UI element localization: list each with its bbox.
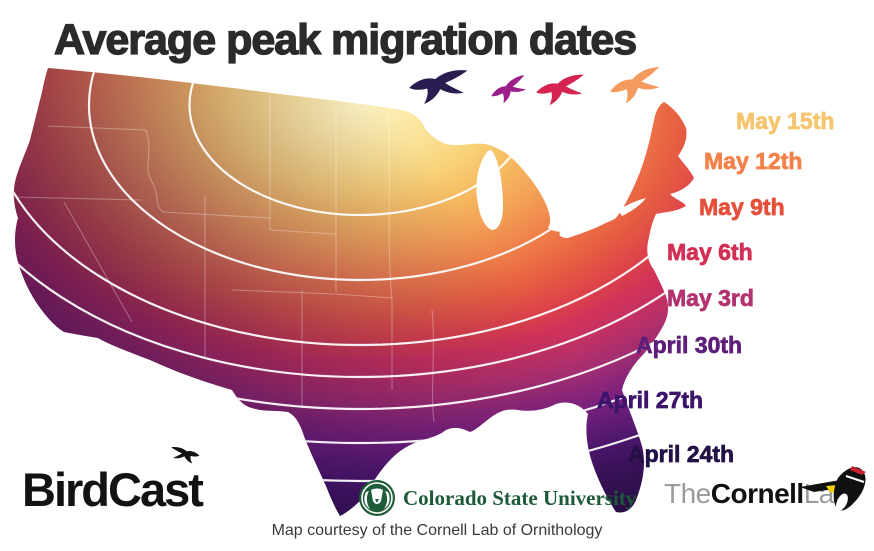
migration-date-label: April 30th xyxy=(636,332,743,359)
bird-icon xyxy=(535,74,586,107)
bird-icon xyxy=(488,74,531,107)
contour-line xyxy=(13,68,695,411)
great-lakes xyxy=(476,150,646,238)
csu-ram-icon xyxy=(359,480,395,516)
contour-line xyxy=(13,68,695,483)
migration-date-label: May 9th xyxy=(699,194,785,221)
cornell-lab-logo: TheCornellLab xyxy=(664,466,866,511)
bird-icon xyxy=(409,70,468,104)
birdcast-logo: BirdCast xyxy=(22,444,252,524)
bird-icon xyxy=(607,66,665,106)
migration-date-label: May 15th xyxy=(736,108,835,135)
cornell-the: The xyxy=(664,478,711,509)
bird-silhouettes xyxy=(409,66,665,107)
csu-wordmark: Colorado State University xyxy=(403,485,637,510)
lake-ontario-icon xyxy=(618,198,646,216)
page-title: Average peak migration dates xyxy=(53,15,638,64)
lake-michigan-icon xyxy=(476,150,503,230)
sapsucker-bird-icon xyxy=(800,466,866,511)
migration-date-label: April 24th xyxy=(628,441,735,468)
migration-date-label: May 12th xyxy=(704,148,803,175)
contour-line xyxy=(13,68,695,347)
migration-date-label: May 3rd xyxy=(667,285,755,312)
map-caption: Map courtesy of the Cornell Lab of Ornit… xyxy=(271,522,603,539)
us-migration-map xyxy=(13,68,695,516)
csu-logo: Colorado State University xyxy=(358,478,636,518)
contour-line xyxy=(13,68,695,445)
migration-date-label: April 27th xyxy=(597,387,704,414)
birdcast-wordmark: BirdCast xyxy=(22,463,204,516)
migration-date-label: May 6th xyxy=(667,239,753,266)
lake-erie-icon xyxy=(559,216,615,238)
contour-line xyxy=(13,68,695,379)
cornell-name: Cornell xyxy=(710,478,804,509)
state-borders xyxy=(14,96,435,423)
